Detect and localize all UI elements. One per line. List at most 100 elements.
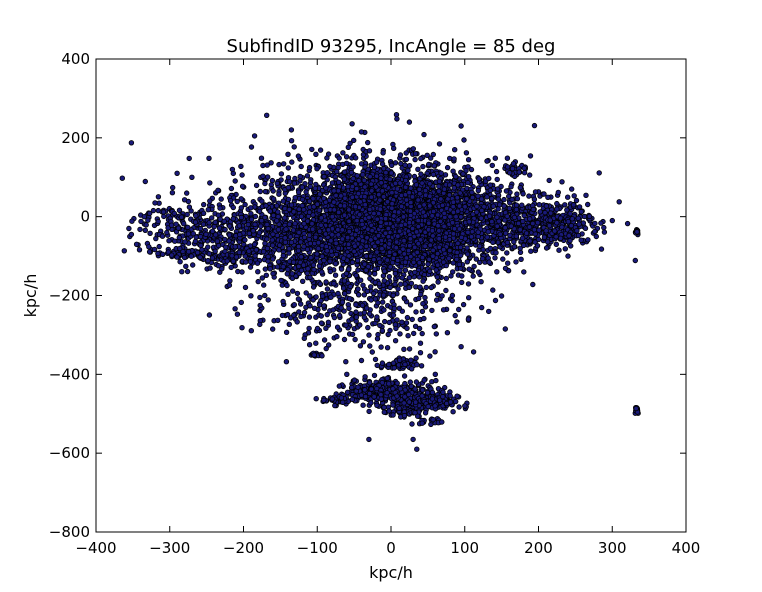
data-point (267, 208, 273, 214)
data-point (340, 150, 346, 156)
data-point (287, 234, 294, 240)
data-point (345, 241, 352, 247)
data-point (434, 291, 441, 298)
data-points (119, 111, 641, 452)
data-point (323, 279, 329, 285)
data-point (242, 201, 248, 208)
data-point (456, 226, 463, 232)
data-point (228, 264, 234, 271)
data-point (385, 225, 391, 232)
data-point (346, 253, 352, 259)
data-point (389, 205, 395, 211)
data-point (582, 225, 589, 231)
data-point (427, 181, 433, 187)
data-point (280, 198, 286, 204)
data-point (352, 203, 359, 210)
data-point (264, 236, 270, 242)
data-point (494, 269, 500, 275)
data-point (290, 288, 296, 294)
data-point (465, 229, 471, 236)
data-point (435, 262, 441, 268)
data-point (333, 240, 339, 246)
data-point (478, 279, 484, 285)
data-point (324, 155, 330, 161)
data-point (433, 267, 439, 273)
data-point (288, 239, 295, 246)
data-point (228, 185, 235, 192)
data-point (301, 243, 307, 250)
data-point (459, 273, 465, 279)
data-point (407, 242, 413, 249)
data-point (242, 284, 249, 291)
data-point (398, 222, 404, 229)
data-point (397, 180, 403, 186)
data-point (438, 170, 444, 176)
data-point (389, 260, 396, 266)
data-point (270, 188, 276, 194)
data-point (379, 188, 386, 194)
data-point (390, 141, 396, 148)
data-point (348, 169, 355, 176)
data-point (401, 237, 407, 244)
data-point (239, 269, 245, 275)
data-point (394, 186, 401, 192)
data-point (513, 259, 519, 265)
data-point (226, 223, 233, 229)
data-point (498, 293, 505, 299)
data-point (466, 266, 472, 272)
data-point (553, 241, 559, 247)
data-point (405, 167, 411, 174)
data-point (217, 205, 223, 211)
data-point (443, 275, 449, 282)
data-point (316, 207, 322, 213)
data-point (304, 173, 311, 179)
data-point (400, 214, 407, 220)
data-point (291, 144, 297, 150)
data-point (384, 257, 390, 263)
data-point (259, 275, 265, 281)
data-point (461, 137, 467, 143)
data-point (436, 188, 442, 194)
data-point (264, 112, 270, 118)
data-point (234, 198, 240, 205)
data-point (284, 271, 290, 277)
data-point (372, 243, 378, 250)
data-point (430, 247, 436, 254)
data-point (306, 198, 313, 204)
data-point (367, 206, 373, 213)
data-point (451, 226, 458, 232)
data-point (403, 150, 409, 156)
data-point (441, 223, 447, 230)
data-point (411, 173, 418, 180)
data-point (301, 234, 308, 241)
data-point (438, 196, 444, 202)
data-point (262, 188, 269, 195)
data-point (275, 226, 282, 233)
data-point (265, 174, 271, 180)
data-point (331, 199, 337, 205)
data-point (299, 184, 305, 190)
data-point (282, 205, 288, 212)
data-point (338, 193, 344, 199)
data-point (444, 164, 451, 171)
data-point (321, 173, 327, 180)
data-point (395, 257, 401, 264)
data-point (450, 209, 457, 215)
data-point (374, 249, 380, 255)
data-point (410, 146, 416, 152)
data-point (437, 218, 444, 225)
data-point (402, 267, 409, 273)
data-point (275, 209, 281, 215)
data-point (345, 144, 351, 150)
data-point (478, 215, 484, 221)
data-point (341, 176, 348, 182)
data-point (307, 240, 313, 247)
data-point (465, 281, 472, 287)
data-point (475, 269, 482, 275)
data-point (285, 151, 291, 157)
data-point (365, 139, 371, 146)
data-point (392, 180, 399, 187)
data-point (406, 247, 412, 254)
data-point (258, 217, 265, 224)
data-point (298, 213, 305, 220)
